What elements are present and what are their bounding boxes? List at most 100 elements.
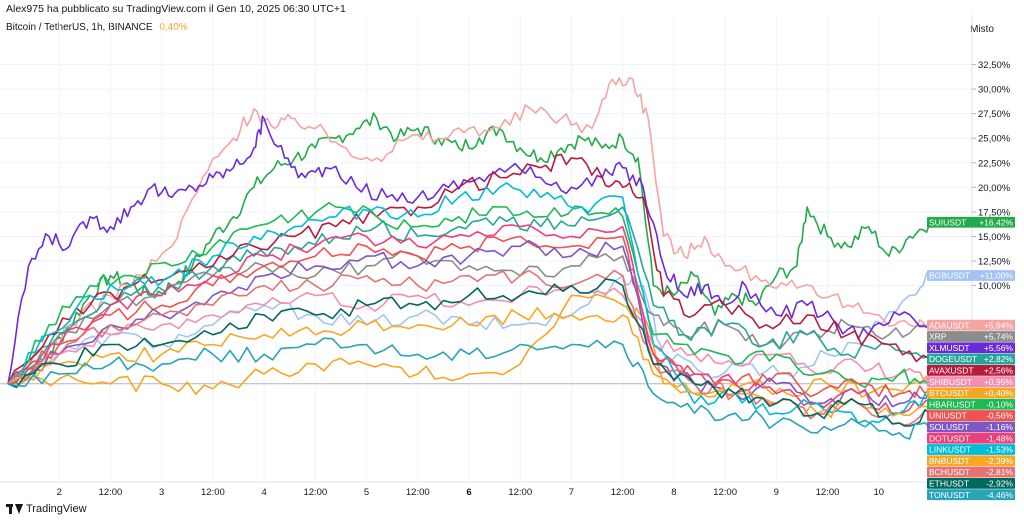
series-line-dotusdt — [7, 224, 931, 416]
series-tag-bg — [927, 410, 1015, 421]
series-tag-name: ADAUSDT — [929, 320, 970, 330]
time-tick-label: 10 — [873, 487, 884, 498]
symbol-change: 0,40% — [159, 22, 188, 33]
time-tick-label: 5 — [364, 487, 369, 498]
series-line-suiusdt — [7, 112, 931, 386]
series-tag-value: +11,00% — [980, 271, 1014, 281]
series-tag-adausdt: ADAUSDT +5,94% — [927, 319, 1015, 331]
time-tick-label: 12:00 — [303, 487, 327, 498]
series-tag-value: -4,46% — [986, 490, 1013, 500]
series-tag-solusdt: SOLUSDT -1,16% — [927, 421, 1015, 433]
series-tag-bg — [927, 387, 1015, 399]
time-tick-label: 12:00 — [201, 487, 225, 498]
symbol-name: Bitcoin / TetherUS, 1h, BINANCE — [6, 22, 153, 33]
series-line-adausdt — [7, 76, 931, 385]
series-tag-bg — [927, 421, 1015, 433]
series-tag-suiusdt: SUIUSDT +16,42% — [927, 216, 1015, 228]
series-tag-bg — [927, 376, 1015, 388]
series-tag-value: -1,53% — [986, 445, 1013, 455]
series-tag-bg — [927, 364, 1015, 376]
series-tag-name: HBARUSDT — [929, 399, 976, 409]
series-tag-bg — [927, 353, 1015, 365]
price-tick-label: 15,00% — [978, 232, 1011, 243]
time-tick-label: 6 — [466, 487, 471, 498]
time-tick-label: 3 — [159, 487, 164, 498]
series-tag-bg — [927, 270, 1015, 281]
time-tick-label: 2 — [57, 487, 62, 498]
series-tag-bg — [927, 331, 1015, 342]
price-tick-label: 32,50% — [978, 60, 1011, 71]
series-tag-name: BGBUSDT — [929, 271, 970, 281]
series-tag-value: +16,42% — [979, 217, 1013, 227]
series-tag-bg — [927, 432, 1015, 444]
series-line-uniusdt — [7, 235, 931, 399]
series-tag-name: ETHUSDT — [929, 478, 969, 488]
series-tag-value: -1,48% — [986, 433, 1013, 443]
series-tag-name: LINKUSDT — [929, 445, 971, 455]
series-tag-value: +0,95% — [984, 377, 1014, 387]
time-axis: 2 12:00 3 12:00 4 12:00 5 12:00 6 12:00 7 12:00 8 12:… — [0, 481, 972, 498]
series-tag-value: -1,16% — [986, 422, 1013, 432]
series-tag-dogeusdt: DOGEUSDT +2,82% — [927, 353, 1015, 365]
series-tag-value: +5,56% — [984, 343, 1014, 353]
series-tag-bg — [927, 455, 1015, 467]
time-tick-label: 12:00 — [99, 487, 123, 498]
series-tag-dotusdt: DOTUSDT -1,48% — [927, 432, 1015, 444]
symbol-legend[interactable]: Bitcoin / TetherUS, 1h, BINANCE 0,40% — [6, 22, 188, 33]
series-tag-name: XLMUSDT — [929, 343, 970, 353]
price-tick-label: 30,00% — [978, 85, 1011, 96]
series-tag-value: -0,56% — [986, 411, 1013, 421]
time-tick-label: 8 — [671, 487, 676, 498]
price-tick-label: 17,50% — [978, 207, 1011, 218]
time-tick-label: 12:00 — [508, 487, 532, 498]
series-tag-value: +2,82% — [984, 354, 1014, 364]
series-tag-bg — [927, 342, 1015, 354]
series-line-hbarusdt — [7, 202, 931, 389]
price-tick-label: 27,50% — [978, 109, 1011, 120]
brand-name: TradingView — [26, 503, 87, 515]
series-line-avaxusdt — [7, 153, 931, 385]
series-tag-name: BCHUSDT — [929, 467, 970, 477]
series-tag-hbarusdt: HBARUSDT -0,10% — [927, 398, 1015, 410]
series-tag-name: BNBUSDT — [929, 456, 970, 466]
series-tag-value: -2,81% — [986, 467, 1013, 477]
series-tag-bg — [927, 319, 1015, 331]
series-tag-bg — [927, 489, 1015, 501]
series-tag-xrp: XRP +5,74% — [927, 331, 1015, 342]
series-tag-bchusdt: BCHUSDT -2,81% — [927, 466, 1015, 478]
series-tag-bg — [927, 466, 1015, 478]
time-tick-label: 7 — [569, 487, 574, 498]
series-line-btcusdt — [7, 293, 931, 398]
series-tag-xlmusdt: XLMUSDT +5,56% — [927, 342, 1015, 354]
series-tags: SUIUSDT +16,42% BGBUSDT +11,00% ADAUSDT +5,94… — [927, 216, 1015, 501]
series-tag-ethusdt: ETHUSDT -2,92% — [927, 477, 1015, 489]
series-tag-value: +0,40% — [984, 388, 1014, 398]
series-tag-linkusdt: LINKUSDT -1,53% — [927, 444, 1015, 455]
series-tag-bg — [927, 398, 1015, 410]
series-line-linkusdt — [7, 182, 931, 428]
series-tag-tonusdt: TONUSDT -4,46% — [927, 489, 1015, 501]
series-tag-name: DOGEUSDT — [929, 354, 977, 364]
series-tag-bg — [927, 477, 1015, 489]
tradingview-logo-icon — [6, 504, 23, 514]
scale-mode-label[interactable]: Misto — [970, 24, 994, 35]
series-tag-name: SHIBUSDT — [929, 377, 972, 387]
time-tick-label: 12:00 — [713, 487, 737, 498]
series-tag-value: -2,92% — [986, 478, 1013, 488]
series-tag-name: BTCUSDT — [929, 388, 969, 398]
tradingview-logo[interactable]: TradingView — [6, 503, 87, 515]
series-tag-shibusdt: SHIBUSDT +0,95% — [927, 376, 1015, 388]
series-line-xlmusdt — [7, 115, 931, 384]
series-tag-name: TONUSDT — [929, 490, 970, 500]
series-tag-name: AVAXUSDT — [929, 365, 974, 375]
series-tag-name: SOLUSDT — [929, 422, 969, 432]
series-tag-value: -2,39% — [986, 456, 1013, 466]
series-tag-name: XRP — [929, 332, 947, 342]
time-tick-label: 4 — [261, 487, 266, 498]
series-tag-value: +2,56% — [984, 365, 1014, 375]
price-tick-label: 12,50% — [978, 257, 1011, 268]
series-line-bchusdt — [7, 269, 931, 426]
series-line-tonusdt — [7, 337, 931, 440]
series-tag-value: -0,10% — [986, 399, 1013, 409]
